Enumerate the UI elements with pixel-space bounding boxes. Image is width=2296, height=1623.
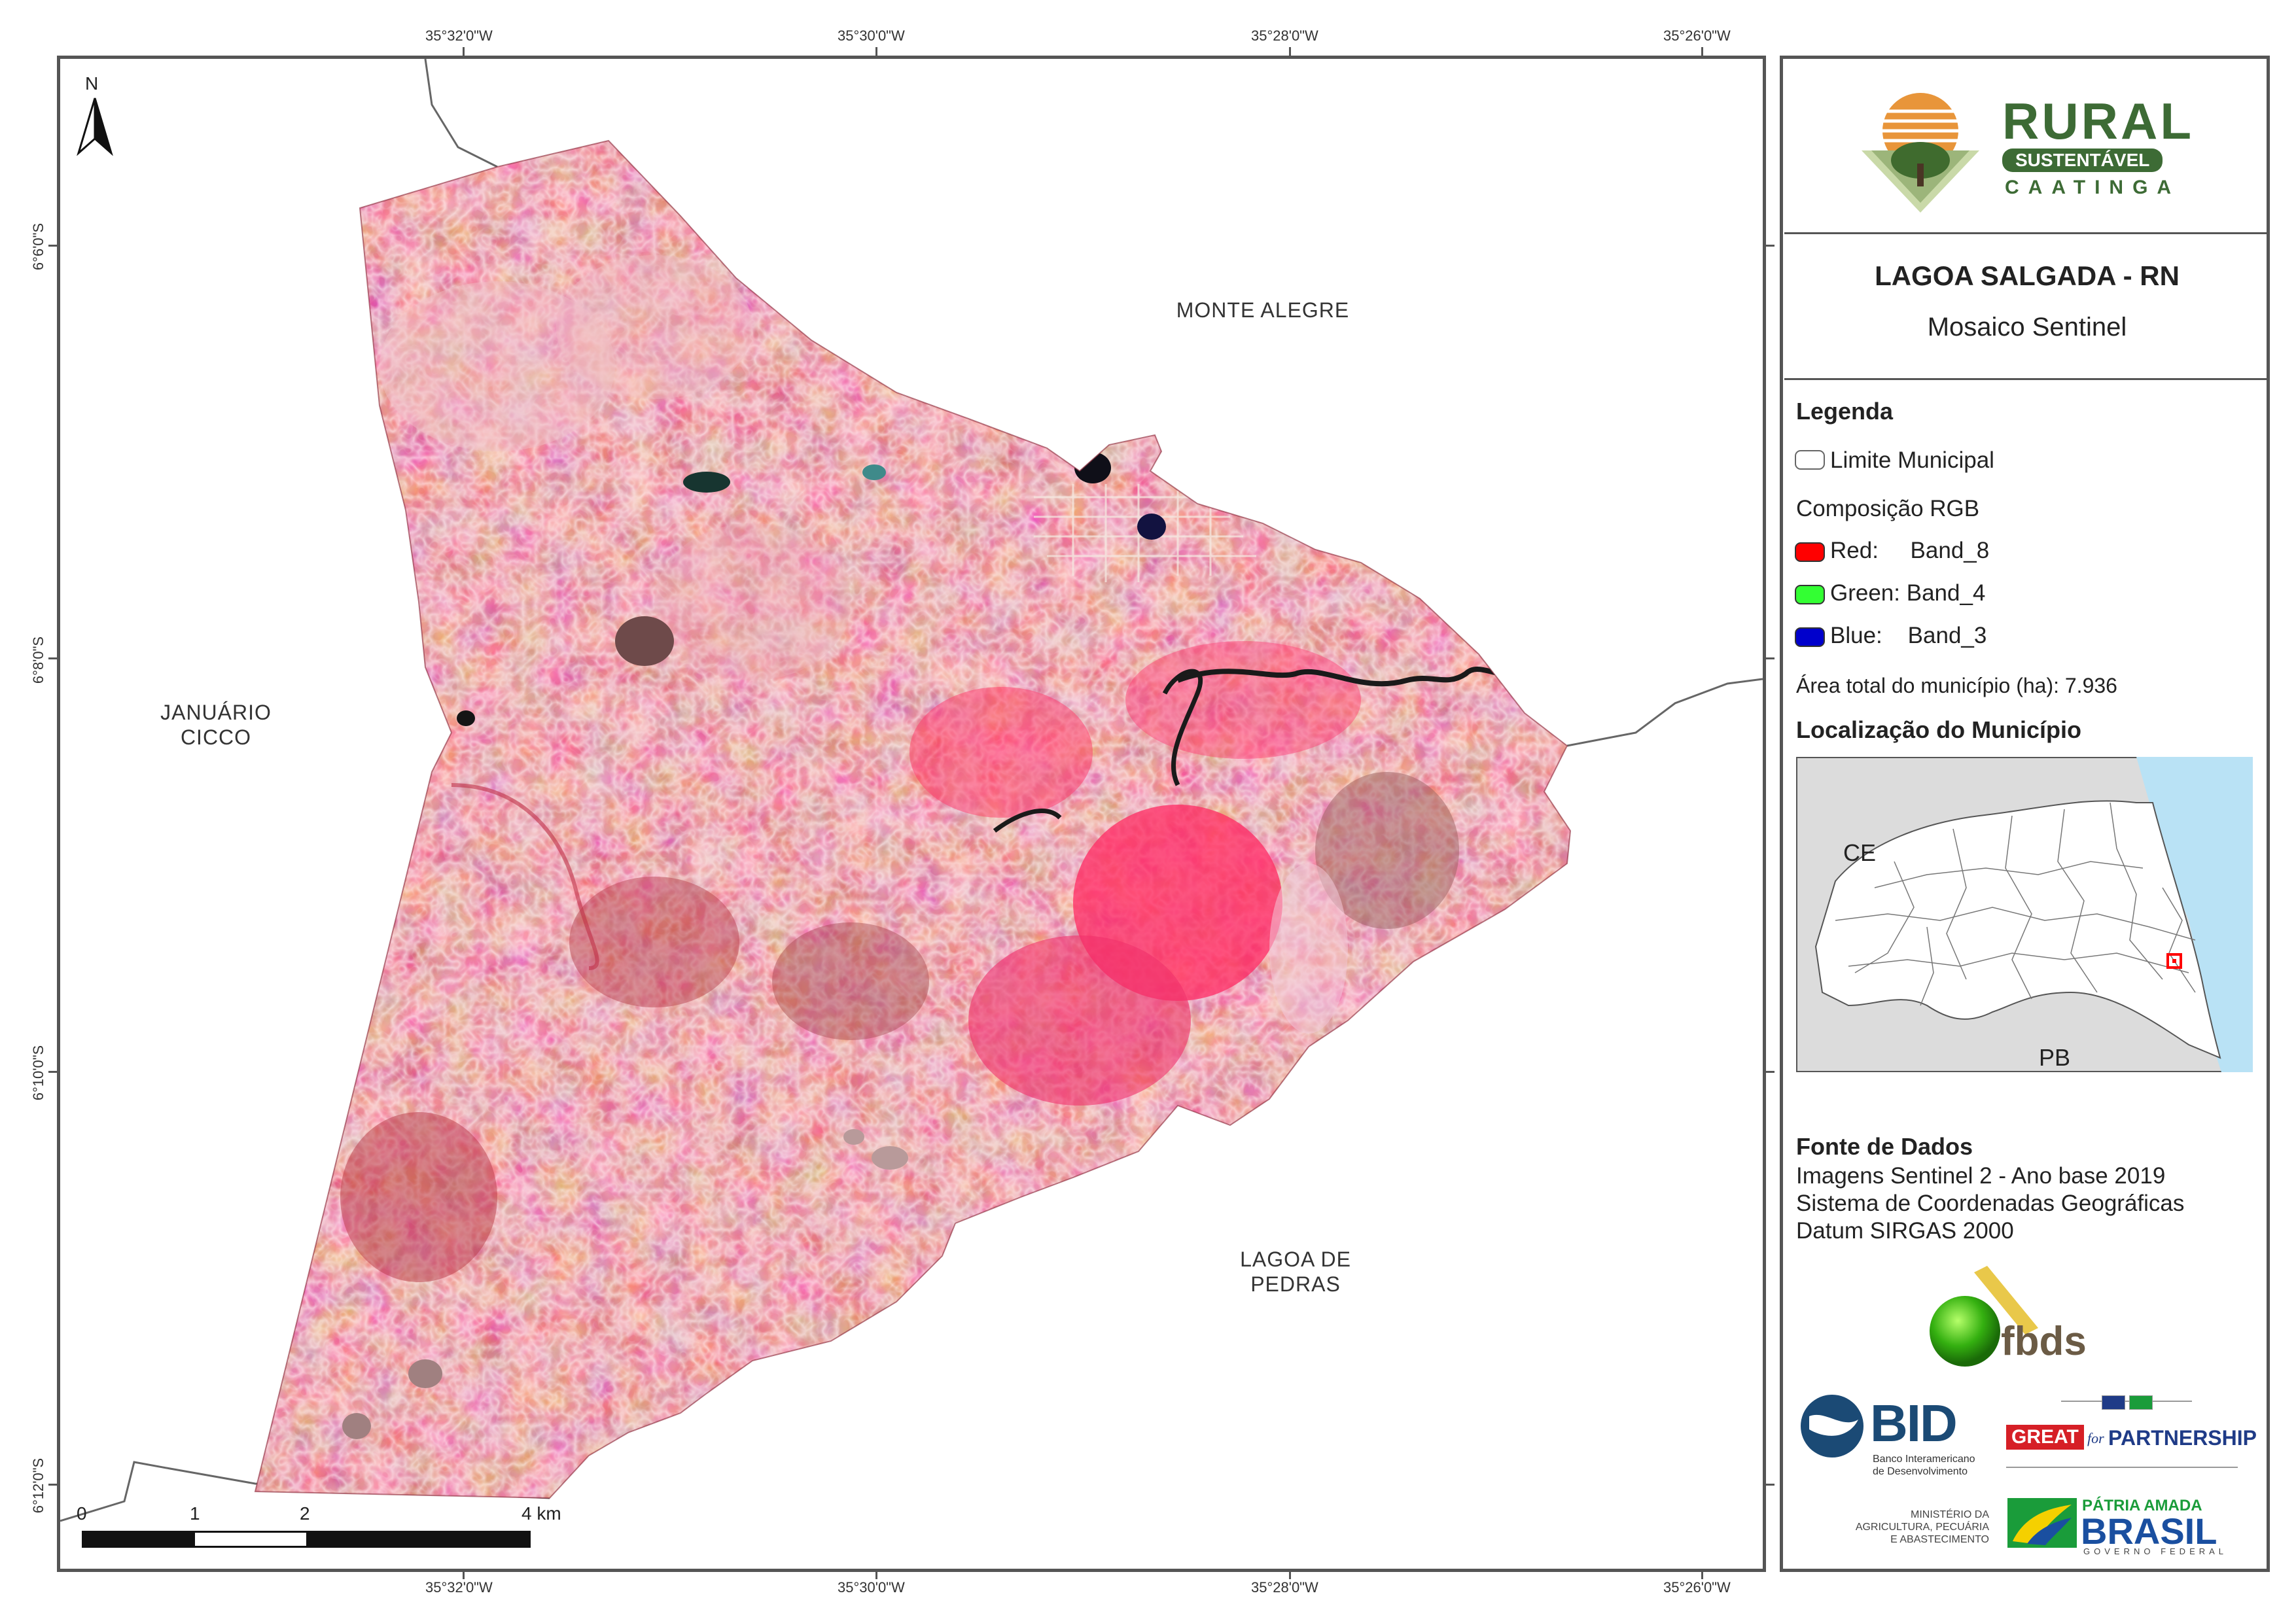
tick	[1765, 1484, 1775, 1486]
logo-caatinga: CAATINGA	[2005, 177, 2181, 198]
scale-seg-3	[306, 1533, 529, 1546]
patria-amada: PÁTRIA AMADA	[2082, 1497, 2202, 1514]
scale-label-4km: 4 km	[521, 1503, 561, 1524]
flags-rule	[2061, 1401, 2192, 1402]
label-januario-line2: CICCO	[180, 725, 252, 749]
tick	[463, 1571, 465, 1579]
inset-label-pb: PB	[2039, 1044, 2071, 1071]
tick	[1701, 47, 1703, 56]
sources-line1: Imagens Sentinel 2 - Ano base 2019	[1796, 1163, 2166, 1189]
coord-bottom-1: 35°32'0"W	[425, 1579, 493, 1596]
legend-area: Área total do município (ha): 7.936	[1796, 674, 2117, 697]
legend-composition: Composição RGB	[1796, 496, 1980, 521]
great-partnership: PARTNERSHIP	[2108, 1426, 2257, 1450]
satellite-map	[60, 59, 1763, 1522]
brazil-flag-icon	[2129, 1395, 2153, 1410]
north-label: N	[85, 73, 99, 94]
coord-left-4: 6°12'0"S	[30, 1457, 46, 1514]
coord-top-3: 35°28'0"W	[1251, 27, 1318, 44]
location-inset-map	[1796, 757, 2253, 1072]
fbds-text: fbds	[2001, 1319, 2087, 1364]
map-frame	[57, 56, 1766, 1572]
panel-divider	[1784, 378, 2270, 380]
coord-top-2: 35°30'0"W	[838, 27, 905, 44]
coord-left-1: 6°6'0"S	[30, 222, 46, 271]
tick	[463, 47, 465, 56]
bid-sub1: Banco Interamericano	[1873, 1454, 1975, 1465]
north-arrow-icon	[77, 97, 113, 156]
governo-federal: GOVERNO FEDERAL	[2083, 1546, 2228, 1556]
great-for: for	[2087, 1430, 2104, 1446]
tick	[48, 1071, 58, 1073]
logo-rural: RURAL	[2002, 92, 2194, 150]
ministry-line1: MINISTÉRIO DA	[1910, 1509, 1989, 1520]
legend-heading: Legenda	[1796, 398, 1894, 425]
tick	[875, 47, 877, 56]
label-januario-cicco: JANUÁRIO CICCO	[118, 700, 314, 750]
tick	[48, 1484, 58, 1486]
label-monte-alegre: MONTE ALEGRE	[1176, 298, 1350, 322]
tick	[1289, 1571, 1291, 1579]
coord-top-4: 35°26'0"W	[1663, 27, 1731, 44]
blue-swatch	[1795, 627, 1825, 647]
panel-divider	[1784, 232, 2270, 234]
sources-line2: Sistema de Coordenadas Geográficas	[1796, 1191, 2185, 1216]
bid-sub2: de Desenvolvimento	[1873, 1466, 1968, 1477]
sources-line3: Datum SIRGAS 2000	[1796, 1218, 2014, 1244]
fbds-logo-icon	[1930, 1266, 2038, 1367]
scale-label-0: 0	[77, 1503, 87, 1524]
tick	[1289, 47, 1291, 56]
tick	[1765, 1071, 1775, 1073]
ministry-line2: AGRICULTURA, PECUÁRIA	[1855, 1522, 1989, 1533]
legend-blue: Blue: Band_3	[1830, 623, 1987, 648]
bid-logo-icon	[1801, 1395, 1863, 1457]
coord-top-1: 35°32'0"W	[425, 27, 493, 44]
map-title: LAGOA SALGADA - RN	[1875, 260, 2180, 291]
tick	[875, 1571, 877, 1579]
coord-bottom-3: 35°28'0"W	[1251, 1579, 1318, 1596]
great-badge: GREAT	[2006, 1425, 2084, 1450]
logo-sustentavel: SUSTENTÁVEL	[2002, 148, 2163, 172]
partnership-rule	[2006, 1467, 2238, 1468]
sources-heading: Fonte de Dados	[1796, 1133, 1973, 1160]
label-lagoa-de-pedras: LAGOA DE PEDRAS	[1197, 1247, 1394, 1297]
rural-sustentavel-logo	[1862, 93, 1979, 213]
red-swatch	[1795, 542, 1825, 562]
label-lagoa-line2: PEDRAS	[1250, 1272, 1341, 1296]
tick	[48, 657, 58, 659]
bid-text: BID	[1870, 1394, 1958, 1452]
side-panel	[1780, 56, 2270, 1572]
coord-bottom-4: 35°26'0"W	[1663, 1579, 1731, 1596]
legend-limit: Limite Municipal	[1830, 447, 1994, 473]
brasil-text: BRASIL	[2081, 1510, 2217, 1552]
map-subtitle: Mosaico Sentinel	[1927, 313, 2127, 341]
brasil-gov-logo-icon	[2007, 1498, 2077, 1548]
scale-label-2: 2	[300, 1503, 310, 1524]
scale-seg-2	[195, 1533, 306, 1546]
location-heading: Localização do Município	[1796, 716, 2082, 743]
legend-green: Green: Band_4	[1830, 580, 1986, 606]
label-lagoa-line1: LAGOA DE	[1240, 1248, 1351, 1271]
limit-swatch	[1795, 450, 1825, 470]
tick	[1701, 1571, 1703, 1579]
tick	[48, 245, 58, 247]
coord-left-2: 6°8'0"S	[30, 636, 46, 684]
green-swatch	[1795, 585, 1825, 604]
legend-red: Red: Band_8	[1830, 538, 1990, 563]
ministry-line3: E ABASTECIMENTO	[1890, 1534, 1989, 1545]
scale-seg-1	[84, 1533, 195, 1546]
coord-bottom-2: 35°30'0"W	[838, 1579, 905, 1596]
tick	[1765, 657, 1775, 659]
inset-label-ce: CE	[1843, 839, 1877, 866]
tick	[1765, 245, 1775, 247]
coord-left-3: 6°10'0"S	[30, 1045, 46, 1101]
label-januario-line1: JANUÁRIO	[160, 701, 272, 724]
uk-flag-icon	[2102, 1395, 2125, 1410]
scale-bar	[82, 1531, 531, 1548]
scale-label-1: 1	[190, 1503, 200, 1524]
